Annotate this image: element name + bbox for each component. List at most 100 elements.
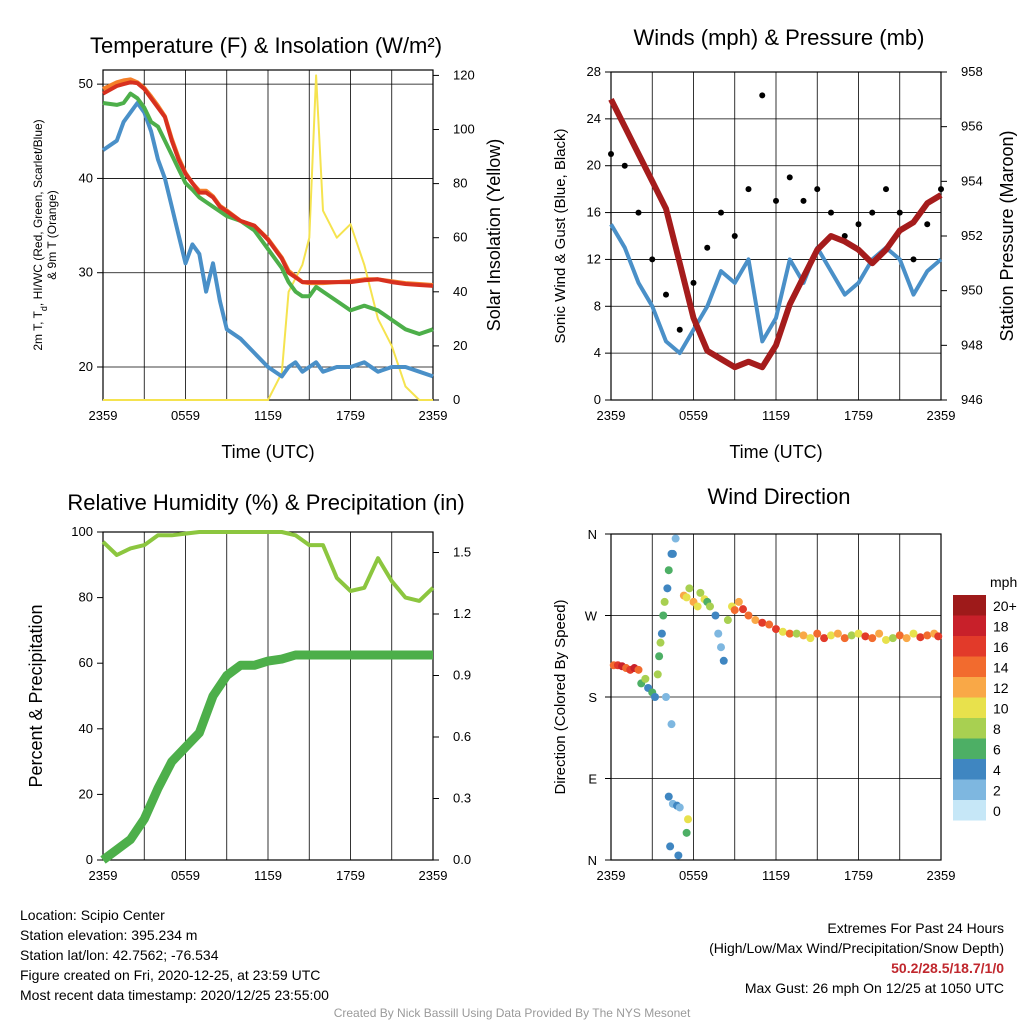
dir-legend-swatch [953,759,986,780]
dir-point [684,815,692,824]
dir-point [667,720,676,729]
temp-y-tick-label: 50 [79,76,93,91]
dir-point [659,611,668,620]
wind-gust-point [814,186,821,193]
wind-xlabel: Time (UTC) [729,442,822,462]
wind-gust-point [828,209,834,216]
wind-y2-tick-label: 950 [961,283,983,298]
dir-point [744,611,753,620]
dir-legend-swatch [953,697,986,718]
dir-legend-label: 10 [993,701,1009,717]
dir-point [772,625,780,634]
rh-title: Relative Humidity (%) & Precipitation (i… [67,490,464,515]
wind-y2-tick-label: 954 [961,173,983,188]
dir-legend-swatch [953,677,986,698]
wind-y2-tick-label: 948 [961,337,983,352]
credit-text: Created By Nick Bassill Using Data Provi… [333,1006,691,1020]
wind-y-tick-label: 20 [587,158,601,173]
temp-series-red [102,80,434,288]
dir-point [655,652,664,661]
wind-y2-tick-label: 946 [961,392,983,407]
wind-y-tick-label: 28 [587,64,601,79]
dir-point [663,584,672,593]
station-info: Location: Scipio Center Station elevatio… [20,905,329,1005]
dir-point [806,634,815,643]
wind-y-tick-label: 24 [587,111,601,126]
dir-point [634,665,643,674]
dir-point [751,616,760,625]
dir-point [685,584,694,593]
temp-y2-tick-label: 80 [453,176,467,191]
dir-point [840,634,849,643]
rh-y2-tick-label: 0.9 [453,668,471,683]
dir-point [765,620,774,629]
dir-point [909,629,918,638]
dir-point [714,629,723,638]
wind-x-tick-label: 0559 [679,408,708,423]
rh-x-tick-label: 0559 [171,868,200,883]
dir-legend-label: 8 [993,721,1001,737]
extremes-info: Extremes For Past 24 Hours (High/Low/Max… [709,918,1004,998]
dir-x-tick-label: 2359 [927,868,956,883]
dir-legend-label: 2 [993,783,1001,799]
dir-legend-swatch [953,718,986,739]
dir-point [641,674,650,683]
rh-y-tick-label: 60 [79,655,93,670]
dir-y-tick-label: N [588,527,597,542]
temp-x-tick-label: 1159 [254,408,282,423]
dir-point [723,616,732,625]
dir-point [734,597,743,606]
dir-point [799,631,808,640]
temp-x-tick-label: 1759 [336,408,365,423]
dir-legend-swatch [953,738,986,759]
extremes-values: 50.2/28.5/18.7/1/0 [891,960,1004,976]
dir-point [693,602,702,611]
dir-point [827,631,835,640]
dir-point [785,629,794,638]
dir-point [895,631,904,640]
dir-point [792,629,801,638]
rh-y-tick-label: 0 [86,852,93,867]
wind-gust-point [924,221,931,228]
temp-y2-tick-label: 20 [453,338,467,353]
dir-legend-label: 12 [993,680,1009,696]
temp-y-tick-label: 40 [79,170,93,185]
dir-title: Wind Direction [707,484,850,509]
rh-y2-tick-label: 1.5 [453,545,471,560]
dir-legend-swatch [953,656,986,677]
dir-point [662,693,670,701]
rh-frame: 2359 0559 1159 1759 23590204060801000.00.30.… [71,524,471,883]
temp-ylabel-right: Solar Insolation (Yellow) [484,139,504,331]
temp-series-blue [101,101,434,379]
dir-x-tick-label: 1759 [844,868,873,883]
dir-point [651,693,659,701]
temp-y2-tick-label: 40 [453,284,467,299]
rh-series-humidity [101,530,435,603]
wind-y2-tick-label: 956 [961,119,983,134]
dir-y-tick-label: W [585,609,598,624]
dir-point [868,634,877,643]
dir-point [668,549,677,558]
dir-x-tick-label: 1159 [762,868,790,883]
rh-x-tick-label: 1759 [336,868,365,883]
temp-xlabel: Time (UTC) [221,442,314,462]
wind-gust-point [800,197,807,204]
temp-ylabel-left: 2m T, Td, HI/WC (Red, Green, Scarlet/Blu… [31,119,59,350]
extremes-title: Extremes For Past 24 Hours [827,920,1004,936]
dir-point [854,629,863,638]
temp-y2-tick-label: 0 [453,392,460,407]
rh-y-tick-label: 40 [79,721,93,736]
wind-gust-point [621,162,628,169]
wind-y2-tick-label: 952 [961,228,983,243]
wind-gust-point [704,244,711,251]
wind-gust-point [663,291,669,298]
rh-y2-tick-label: 1.2 [453,606,471,621]
dir-point [719,656,728,665]
temp-ylabel-subscript: d [39,306,49,311]
dir-point [656,638,665,647]
wind-gust-point [938,186,944,193]
temp-x-tick-label: 2359 [89,408,118,423]
dir-legend-swatch [953,636,986,657]
wind-x-tick-label: 1759 [844,408,873,423]
dir-ylabel-left: Direction (Colored By Speed) [552,599,569,794]
